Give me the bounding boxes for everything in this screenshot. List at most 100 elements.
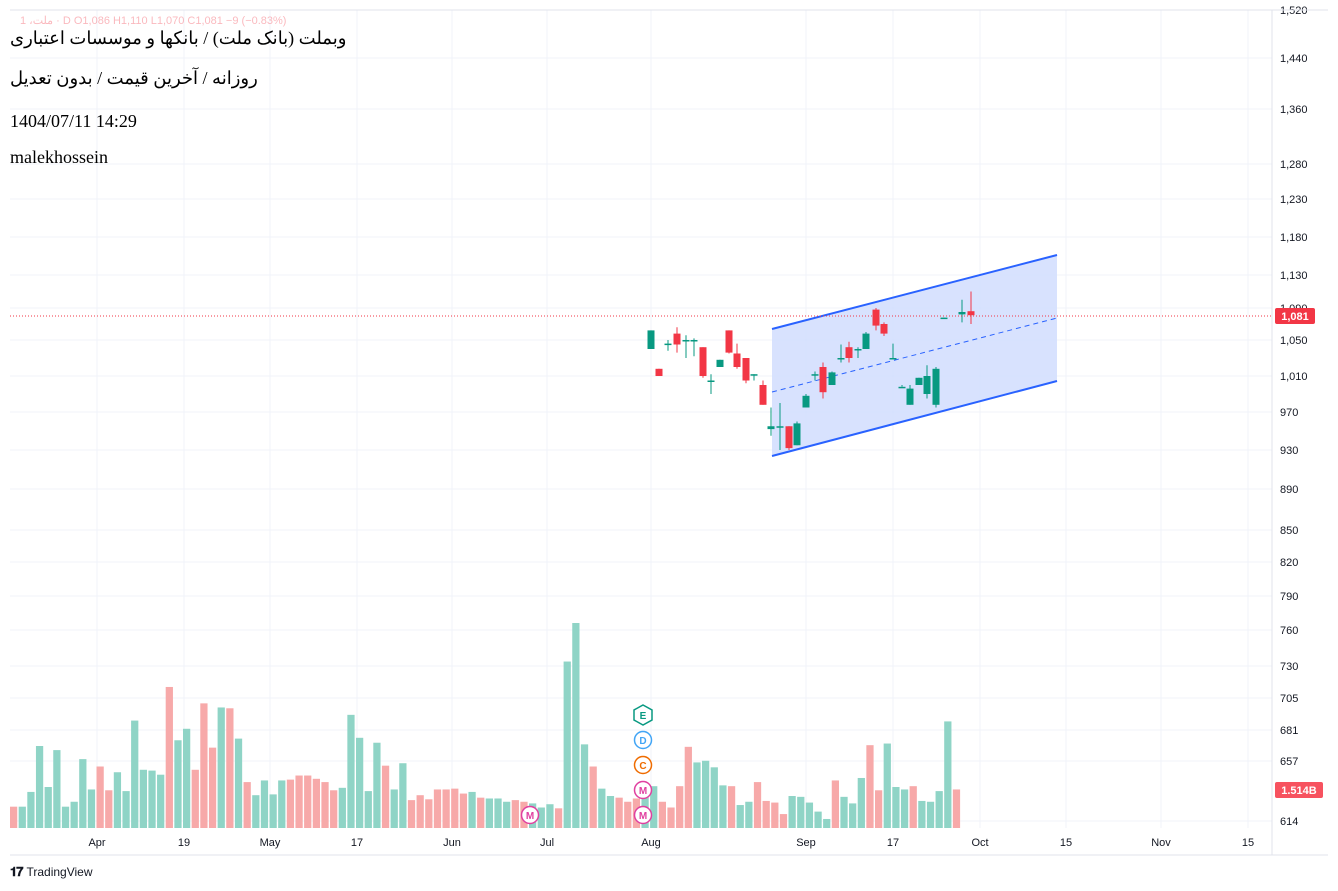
volume-bar (805, 802, 814, 828)
candle-body[interactable] (828, 372, 836, 385)
candle-body[interactable] (811, 374, 819, 376)
candle-body[interactable] (716, 359, 724, 367)
tradingview-logo[interactable]: 𝟏𝟕 TradingView (10, 864, 93, 880)
volume-bar (606, 796, 615, 828)
candle-body[interactable] (819, 367, 827, 393)
time-axis: Apr 19 May 17 Jun Jul Aug Sep 17 Oct 15 Nov 15 (88, 837, 1254, 849)
candle-body[interactable] (802, 395, 810, 408)
volume-bar (425, 799, 433, 828)
event-dividend-icon[interactable] (633, 730, 653, 750)
candle-body[interactable] (707, 380, 715, 383)
x-tick-label: 15 (1060, 837, 1072, 849)
candle-body[interactable] (958, 312, 966, 315)
candle-body[interactable] (767, 426, 775, 430)
candle-body[interactable] (898, 386, 906, 389)
x-tick-label: 17 (887, 837, 899, 849)
candle-body[interactable] (854, 349, 862, 351)
volume-bar (918, 800, 926, 828)
volume-bar (554, 808, 563, 828)
volume-bar (442, 789, 450, 828)
volume-bar (295, 775, 303, 828)
volume-bar (866, 745, 874, 828)
volume-bar (200, 703, 208, 828)
y-tick-label: 681 (1280, 725, 1298, 737)
event-meeting-icon[interactable] (633, 780, 653, 800)
volume-bar (892, 787, 900, 828)
candle-body[interactable] (889, 358, 897, 360)
y-tick-label: 850 (1280, 525, 1298, 537)
y-tick-label: 890 (1280, 484, 1298, 496)
volume-bar (53, 750, 61, 828)
event-meeting-icon[interactable] (520, 805, 540, 825)
candle-body[interactable] (932, 368, 940, 405)
candle-body[interactable] (699, 347, 707, 376)
volume-bar (719, 785, 727, 828)
volume-bar (260, 780, 269, 828)
y-tick-label: 930 (1280, 445, 1298, 457)
volume-badge: 1.514B (1275, 782, 1323, 798)
candle-body[interactable] (845, 347, 853, 358)
candle-body[interactable] (750, 374, 758, 376)
volume-bar (234, 738, 243, 828)
candle-body[interactable] (915, 377, 923, 385)
candle-body[interactable] (776, 426, 784, 428)
volume-bar (191, 769, 199, 828)
volume-bar (208, 747, 217, 828)
candle-body[interactable] (785, 426, 793, 449)
volume-bar (347, 714, 355, 828)
candle-body[interactable] (664, 343, 672, 346)
y-tick-label: 1,230 (1280, 194, 1308, 206)
ohlc-legend: ملت، 1 · D O1,086 H1,110 L1,070 C1,081 −… (20, 15, 287, 27)
candle-body[interactable] (759, 385, 767, 405)
x-tick-label: Jun (443, 837, 461, 849)
volume-bar (10, 806, 18, 828)
candle-body[interactable] (793, 423, 801, 446)
candle-body[interactable] (923, 376, 931, 394)
volume-bar (87, 789, 96, 828)
volume-bar (944, 721, 952, 828)
candle-body[interactable] (742, 358, 750, 381)
candle-body[interactable] (733, 353, 741, 368)
candle-body[interactable] (673, 333, 681, 345)
candle-body[interactable] (872, 309, 880, 326)
volume-bar (286, 779, 295, 828)
candle-body[interactable] (862, 333, 870, 349)
candle-body[interactable] (940, 317, 948, 320)
candle-body[interactable] (647, 330, 655, 349)
volume-bar (883, 743, 891, 828)
chart-author: malekhossein (10, 147, 108, 167)
event-meeting-icon[interactable] (633, 805, 653, 825)
volume-bar (399, 763, 407, 828)
candle-body[interactable] (967, 311, 975, 316)
volume-bar (70, 801, 78, 828)
y-tick-label: 1,360 (1280, 104, 1308, 116)
last-price-badge: 1,081 (1275, 308, 1315, 324)
event-letter: M (639, 811, 647, 822)
volume-bar (926, 801, 935, 828)
volume-bar (122, 791, 130, 828)
volume-bar (788, 796, 796, 828)
volume-bar (857, 777, 865, 828)
price-axis: 1,5201,4401,3601,2801,2301,1801,1301,090… (1280, 5, 1308, 828)
candle-body[interactable] (837, 358, 845, 360)
volume-bar (407, 800, 416, 828)
volume-bar (745, 801, 753, 828)
x-tick-label: May (260, 837, 281, 849)
event-earnings-icon[interactable] (633, 704, 653, 726)
volume-bar (849, 803, 857, 828)
candle-body[interactable] (690, 340, 698, 342)
volume-bar (952, 789, 961, 828)
candle-body[interactable] (682, 340, 690, 342)
event-letter: C (639, 761, 646, 772)
volume-bar (485, 798, 493, 828)
candle-body[interactable] (655, 368, 663, 376)
volume-bar (390, 789, 398, 828)
candle-body[interactable] (725, 330, 733, 353)
volume-bar (373, 742, 381, 828)
y-tick-label: 1,130 (1280, 270, 1308, 282)
x-tick-label: Aug (641, 837, 661, 849)
event-corporate-icon[interactable] (633, 755, 653, 775)
candle-body[interactable] (880, 324, 888, 334)
candle-body[interactable] (906, 388, 914, 405)
